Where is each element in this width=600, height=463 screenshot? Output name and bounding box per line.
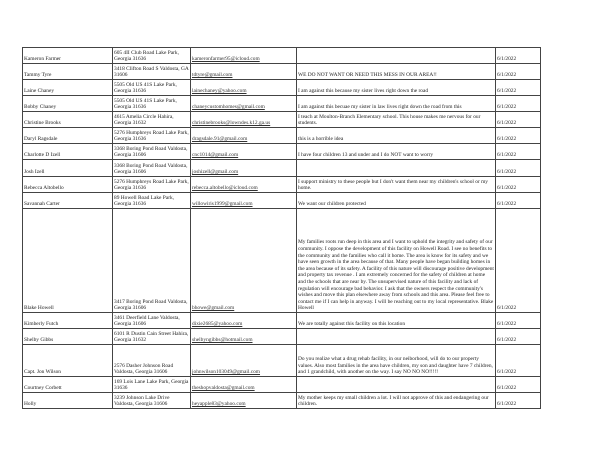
table-row: Christine Brooks 4615 Amelia Circle Hahir…	[22, 111, 541, 128]
name-cell: Shelby Gibbs	[22, 328, 113, 345]
table-row: Charlotte D Izell 3368 Boring Pond Road V…	[22, 143, 541, 160]
address-cell: 169 Lois Lane Lake Park, Georgia 31636	[112, 376, 191, 393]
comment-cell: We want our children protected	[296, 192, 496, 209]
name-cell: Savannah Carter	[22, 192, 113, 209]
address-cell: 3368 Boring Pond Road Valdosta, Georgia …	[112, 159, 191, 177]
comment-cell: I teach at Moulton-Branch Elementary sch…	[296, 111, 496, 128]
date-cell: 6/1/2022	[495, 192, 541, 209]
email-cell: lainechaney@yahoo.com	[190, 79, 297, 96]
address-cell: 5276 Humphreys Road Lake Park, Georgia 3…	[112, 176, 191, 193]
email-cell: theshopvaldosta@gmail.com	[190, 376, 297, 393]
comment-cell: We are totally against this facility on …	[296, 312, 496, 329]
email-cell: willowiris1999@gmail.com	[190, 192, 297, 209]
table-row: Courtney Corbett 169 Lois Lane Lake Park,…	[22, 376, 541, 393]
comment-cell: this is a horrible idea	[296, 127, 496, 144]
name-cell: Tammy Tyre	[22, 63, 113, 80]
address-cell: 5505 Old US 41S Lake Park, Georgia 31636	[112, 95, 191, 112]
table-row: Holly 3239 Johnson Lake Drive Valdosta, G…	[22, 392, 541, 409]
email-cell: chaneycustomhomes@gmail.com	[190, 95, 297, 112]
comment-cell: Do you realize what a drug rehab facilit…	[296, 344, 496, 377]
address-cell: 605 4II Club Road Lake Park, Georgia 316…	[112, 47, 191, 64]
date-cell: 6/1/2022	[495, 95, 541, 112]
comment-cell: I am against this because my sister live…	[296, 79, 496, 96]
address-cell: 4615 Amelia Circle Hahira, Georgia 31632	[112, 111, 191, 128]
date-cell: 6/1/2022	[495, 79, 541, 96]
date-cell: 6/1/2022	[495, 47, 541, 64]
comment-cell: I have four children 13 and under and I …	[296, 143, 496, 160]
comment-cell: I am against this becuae my sister in la…	[296, 95, 496, 112]
name-cell: Josh Izell	[22, 159, 113, 177]
name-cell: Daryl Ragsdale	[22, 127, 113, 144]
name-cell: Kimberly Futch	[22, 312, 113, 329]
date-cell: 6/1/2022	[495, 344, 541, 377]
address-cell: 3461 Deerfield Lane Valdosta, Georgia 31…	[112, 312, 191, 329]
address-cell: 3368 Boring Pond Road Valdosta, Georgia …	[112, 143, 191, 160]
date-cell: 6/1/2022	[495, 143, 541, 160]
comments-table: Kameron Farmer 605 4II Club Road Lake Par…	[22, 47, 541, 409]
table-row: Shelby Gibbs 6101 R Dustin Cain Street Ha…	[22, 328, 541, 345]
name-cell: Blake Howell	[22, 208, 113, 313]
table-row: Rebecca Altobello 5276 Humphreys Road Lak…	[22, 176, 541, 193]
table-row: Josh Izell 3368 Boring Pond Road Valdosta…	[22, 159, 541, 177]
table-row: Tammy Tyre 3418 Clifton Road S Valdosta, …	[22, 63, 541, 80]
email-cell: dragsdale.91@gmail.com	[190, 127, 297, 144]
comment-cell	[296, 376, 496, 393]
name-cell: Holly	[22, 392, 113, 409]
comment-cell	[296, 159, 496, 177]
name-cell: Rebecca Altobello	[22, 176, 113, 193]
date-cell: 6/1/2022	[495, 208, 541, 313]
table-row: Laine Chaney 5505 Old US 41S Lake Park, G…	[22, 79, 541, 96]
email-cell: tdtyre@gmail.com	[190, 63, 297, 80]
name-cell: Bobby Chaney	[22, 95, 113, 112]
email-cell: dixie2685@yahoo.com	[190, 312, 297, 329]
comment-cell: My families roots run deep in this area …	[296, 208, 496, 313]
email-cell: johnwilson103049@gmail.com	[190, 344, 297, 377]
date-cell: 6/1/2022	[495, 312, 541, 329]
email-cell: heyapple83@yahoo.com	[190, 392, 297, 409]
address-cell: 3239 Johnson Lake Drive Valdosta, Georgi…	[112, 392, 191, 409]
email-cell: joshizell@gmail.com	[190, 159, 297, 177]
date-cell: 6/1/2022	[495, 127, 541, 144]
email-cell: bhowe@gmail.com	[190, 208, 297, 313]
name-cell: Kameron Farmer	[22, 47, 113, 64]
table-row: Capt. Jon Wilson 2576 Dasher Johnson Road…	[22, 344, 541, 377]
email-cell: christinebrooks@lowndes.k12.ga.us	[190, 111, 297, 128]
address-cell: 5276 Humphreys Road Lake Park, Georgia 3…	[112, 127, 191, 144]
name-cell: Christine Brooks	[22, 111, 113, 128]
email-cell: kameronfarmer95@icloud.com	[190, 47, 297, 64]
comment-cell: My mother keeps my small children a lot.…	[296, 392, 496, 409]
comment-cell	[296, 47, 496, 64]
email-cell: shelbyngibbs@hotmail.com	[190, 328, 297, 345]
table-row: Blake Howell 3417 Boring Pond Road Valdos…	[22, 208, 541, 313]
date-cell: 6/1/2022	[495, 328, 541, 345]
address-cell: 5505 Old US 41S Lake Park, Georgia 31636	[112, 79, 191, 96]
address-cell: 89 Howell Road Lake Park, Georgia 31636	[112, 192, 191, 209]
date-cell: 6/1/2022	[495, 176, 541, 193]
address-cell: 3418 Clifton Road S Valdosta, GA 31606	[112, 63, 191, 80]
address-cell: 3417 Boring Pond Road Valdosta, Georgia …	[112, 208, 191, 313]
date-cell: 6/1/2022	[495, 159, 541, 177]
name-cell: Courtney Corbett	[22, 376, 113, 393]
email-cell: cnc1014@gmail.com	[190, 143, 297, 160]
email-cell: rebecca.altobello@icloud.com	[190, 176, 297, 193]
date-cell: 6/1/2022	[495, 63, 541, 80]
date-cell: 6/1/2022	[495, 392, 541, 409]
table-row: Kameron Farmer 605 4II Club Road Lake Par…	[22, 47, 541, 64]
table-row: Bobby Chaney 5505 Old US 41S Lake Park, G…	[22, 95, 541, 112]
table-row: Kimberly Futch 3461 Deerfield Lane Valdos…	[22, 312, 541, 329]
name-cell: Capt. Jon Wilson	[22, 344, 113, 377]
comment-cell: I support ministry to these people but I…	[296, 176, 496, 193]
date-cell: 6/1/2022	[495, 376, 541, 393]
address-cell: 6101 R Dustin Cain Street Hahira, Georgi…	[112, 328, 191, 345]
date-cell: 6/1/2022	[495, 111, 541, 128]
comment-cell	[296, 328, 496, 345]
address-cell: 2576 Dasher Johnson Road Valdosta, Georg…	[112, 344, 191, 377]
table-row: Savannah Carter 89 Howell Road Lake Park,…	[22, 192, 541, 209]
comment-cell: WE DO NOT WANT OR NEED THIS MESS IN OUR …	[296, 63, 496, 80]
table-row: Daryl Ragsdale 5276 Humphreys Road Lake P…	[22, 127, 541, 144]
name-cell: Charlotte D Izell	[22, 143, 113, 160]
name-cell: Laine Chaney	[22, 79, 113, 96]
